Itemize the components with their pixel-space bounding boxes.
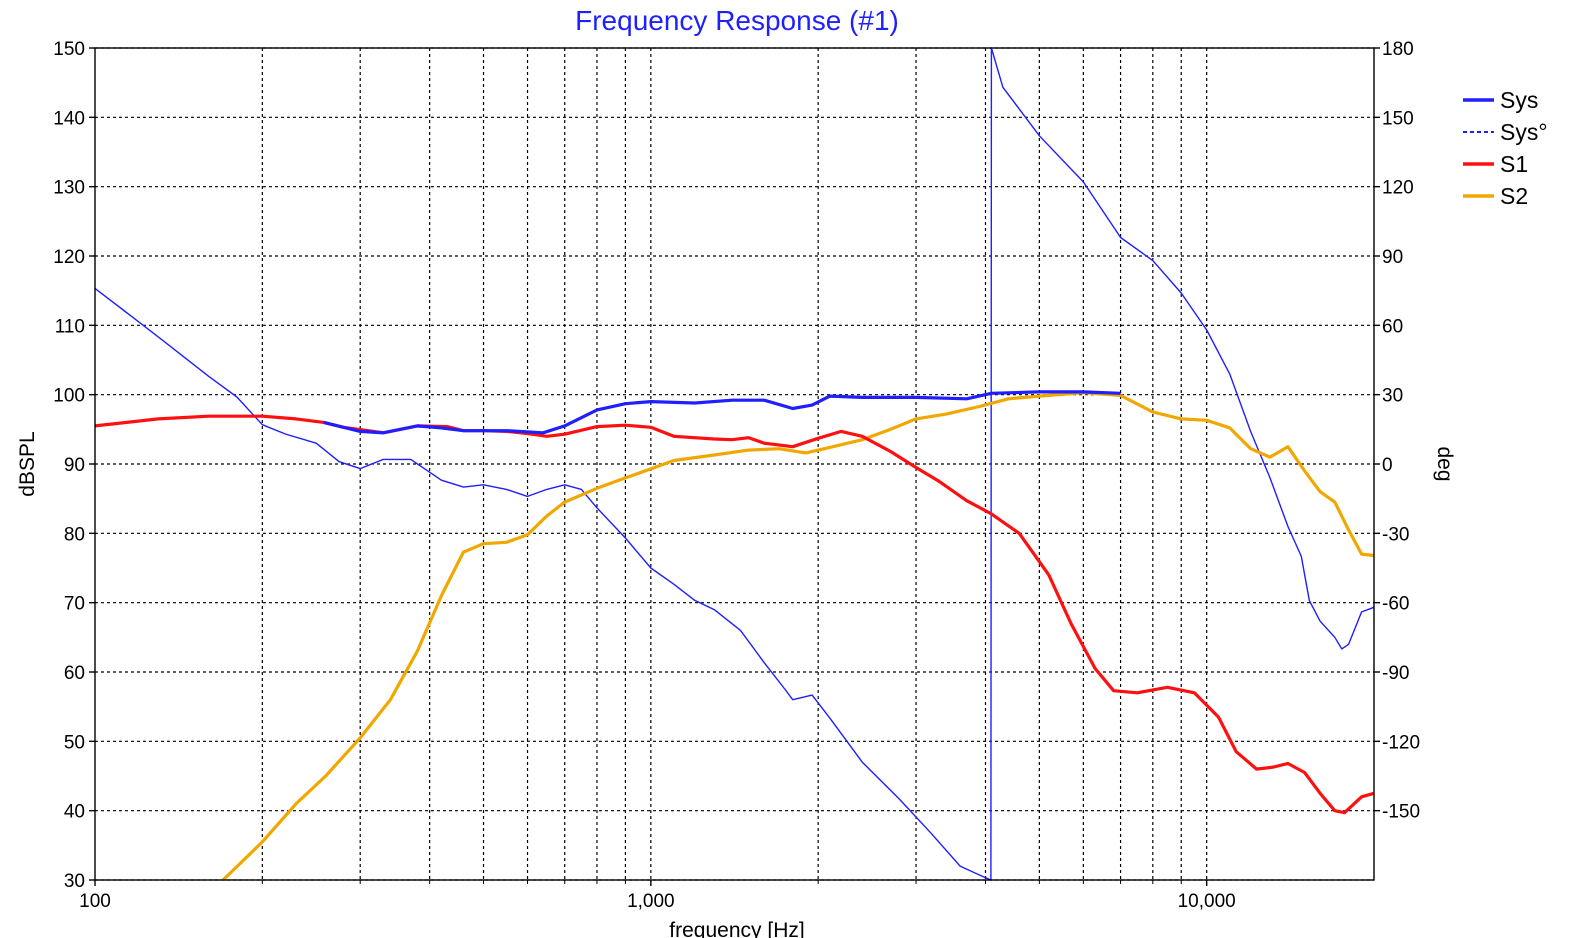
- legend: Sys Sys° S1 S2: [1463, 87, 1548, 209]
- legend-label-1: Sys°: [1500, 119, 1548, 145]
- y-right-tick-label-10: -120: [1382, 732, 1420, 753]
- y-left-tick-label-7: 80: [64, 524, 85, 545]
- y-left-tick-label-4: 110: [55, 316, 85, 337]
- x-tick-label-2: 10,000: [1178, 891, 1236, 912]
- legend-label-3: S2: [1500, 183, 1528, 209]
- y-right-tick-label-4: 60: [1382, 316, 1403, 337]
- series-s1-line: [94, 414, 1375, 815]
- y-right-tick-label-8: -60: [1382, 594, 1409, 615]
- y-axis-left-label: dBSPL: [16, 431, 39, 496]
- series-sys-phase-line: [94, 47, 1375, 881]
- series-sys-line: [323, 390, 1121, 435]
- legend-label-2: S1: [1500, 151, 1528, 177]
- y-left-tick-label-12: 30: [64, 871, 85, 892]
- y-right-tick-label-11: -150: [1382, 802, 1420, 823]
- y-left-tick-label-3: 120: [53, 247, 85, 268]
- y-left-tick-label-9: 60: [64, 663, 85, 684]
- y-axis-right-label: deg: [1433, 446, 1456, 481]
- y-right-tick-label-0: 180: [1382, 39, 1414, 60]
- x-axis-label: frequency [Hz]: [669, 919, 804, 938]
- y-left-tick-label-10: 50: [64, 732, 85, 753]
- chart-title: Frequency Response (#1): [575, 5, 899, 36]
- y-left-tick-label-11: 40: [64, 802, 85, 823]
- axis-ticks: 150 140 130 120 110 100 90 80 70 60 50 40 30 180 150 12…: [53, 39, 1420, 912]
- y-left-tick-label-2: 130: [53, 178, 85, 199]
- series-s2-line: [221, 391, 1375, 882]
- y-left-tick-label-5: 100: [53, 386, 85, 407]
- grid-lines: [95, 47, 1374, 881]
- legend-label-0: Sys: [1500, 87, 1538, 113]
- y-right-tick-label-7: -30: [1382, 524, 1409, 545]
- y-left-tick-label-0: 150: [53, 39, 85, 60]
- y-right-tick-label-3: 90: [1382, 247, 1403, 268]
- y-left-tick-label-1: 140: [53, 108, 85, 129]
- y-left-tick-label-8: 70: [64, 594, 85, 615]
- y-right-tick-label-1: 150: [1382, 108, 1414, 129]
- y-right-tick-label-5: 30: [1382, 386, 1403, 407]
- x-tick-label-0: 100: [79, 891, 111, 912]
- series-lines: [94, 47, 1375, 882]
- x-tick-label-1: 1,000: [627, 891, 675, 912]
- y-right-tick-label-9: -90: [1382, 663, 1409, 684]
- y-left-tick-label-6: 90: [64, 455, 85, 476]
- y-right-tick-label-6: 0: [1382, 455, 1393, 476]
- y-right-tick-label-2: 120: [1382, 178, 1414, 199]
